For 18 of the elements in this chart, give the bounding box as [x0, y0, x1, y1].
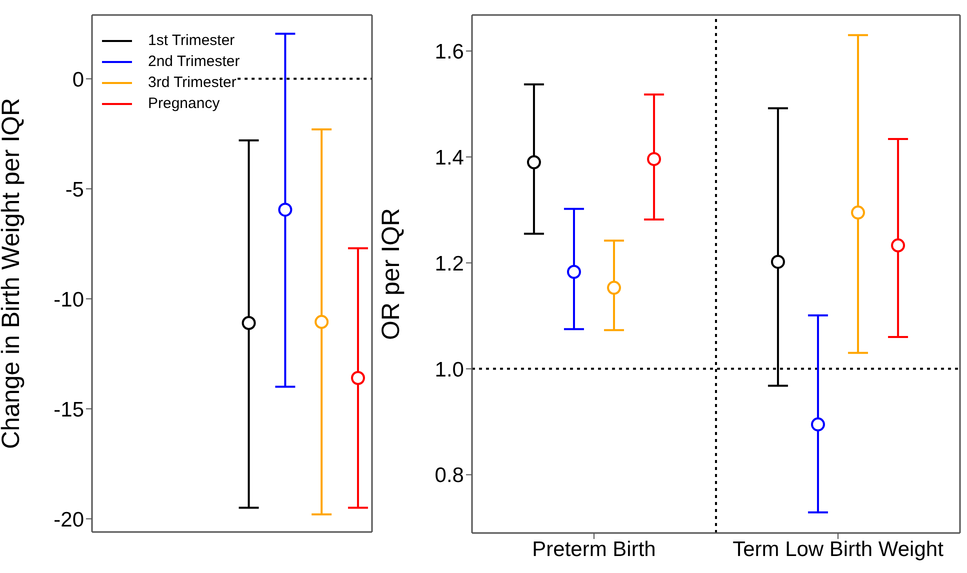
y-axis-title: Change in Birth Weight per IQR — [0, 98, 25, 450]
y-tick-label: -15 — [54, 398, 84, 422]
x-tick-label: Preterm Birth — [532, 538, 656, 561]
y-tick-label: -5 — [65, 178, 84, 202]
legend-label: Pregnancy — [148, 95, 220, 112]
y-tick-label: 1.2 — [434, 252, 464, 276]
y-tick-label: 1.4 — [434, 146, 464, 170]
x-tick-label: Term Low Birth Weight — [732, 538, 944, 561]
legend-label: 3rd Trimester — [148, 74, 236, 91]
y-tick-label: -20 — [54, 508, 84, 532]
y-tick-label: 0 — [72, 68, 84, 92]
y-tick-label: 0.8 — [434, 464, 464, 488]
legend-label: 1st Trimester — [148, 32, 235, 49]
y-axis-title: OR per IQR — [376, 208, 405, 340]
y-tick-label: 1.6 — [434, 40, 464, 64]
y-tick-label: -10 — [54, 288, 84, 312]
y-tick-label: 1.0 — [434, 358, 464, 382]
legend-label: 2nd Trimester — [148, 53, 240, 70]
